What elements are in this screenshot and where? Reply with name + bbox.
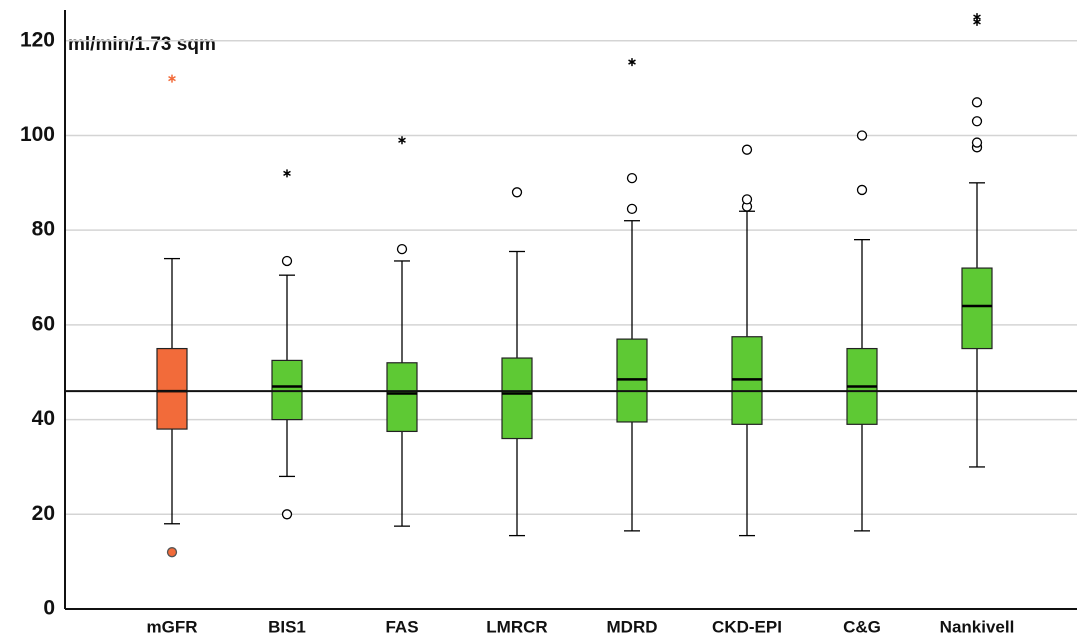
- outlier: [971, 137, 983, 148]
- y-tick-label: 100: [20, 123, 55, 146]
- y-tick-label: 40: [32, 407, 55, 430]
- extreme: [628, 58, 636, 67]
- outlier: [856, 184, 868, 196]
- outlier: [511, 187, 523, 198]
- extreme: [168, 74, 176, 83]
- outlier: [741, 194, 753, 205]
- box: [501, 357, 533, 440]
- y-tick-label: 60: [32, 312, 55, 335]
- x-tick-label: Nankivell: [940, 617, 1015, 636]
- box: [271, 359, 303, 421]
- y-tick-label: 120: [20, 28, 55, 51]
- annotation: ml/min/1.73 sqm: [68, 34, 216, 55]
- outlier: [741, 144, 753, 155]
- outlier: [971, 97, 983, 108]
- x-tick-label: C&G: [843, 617, 881, 636]
- outlier: [626, 203, 638, 215]
- box: [156, 347, 188, 430]
- extreme: [398, 136, 406, 145]
- x-tick-label: LMRCR: [486, 617, 547, 636]
- outlier: [626, 172, 638, 184]
- y-tick-label: 20: [32, 502, 55, 525]
- x-tick-label: FAS: [385, 617, 418, 636]
- x-tick-label: BIS1: [268, 617, 306, 636]
- outlier: [281, 509, 293, 520]
- box: [961, 267, 993, 350]
- outlier: [856, 130, 868, 141]
- outlier: [396, 243, 408, 255]
- x-tick-label: MDRD: [607, 617, 658, 636]
- x-tick-label: mGFR: [147, 617, 198, 636]
- extreme: [973, 13, 981, 22]
- extreme: [283, 169, 291, 178]
- x-tick-label: CKD-EPI: [712, 617, 782, 636]
- outlier: [281, 255, 293, 267]
- box: [386, 362, 418, 433]
- y-tick-label: 0: [43, 597, 55, 620]
- outlier: [971, 116, 983, 127]
- outlier: [166, 547, 178, 558]
- y-tick-label: 80: [32, 218, 55, 241]
